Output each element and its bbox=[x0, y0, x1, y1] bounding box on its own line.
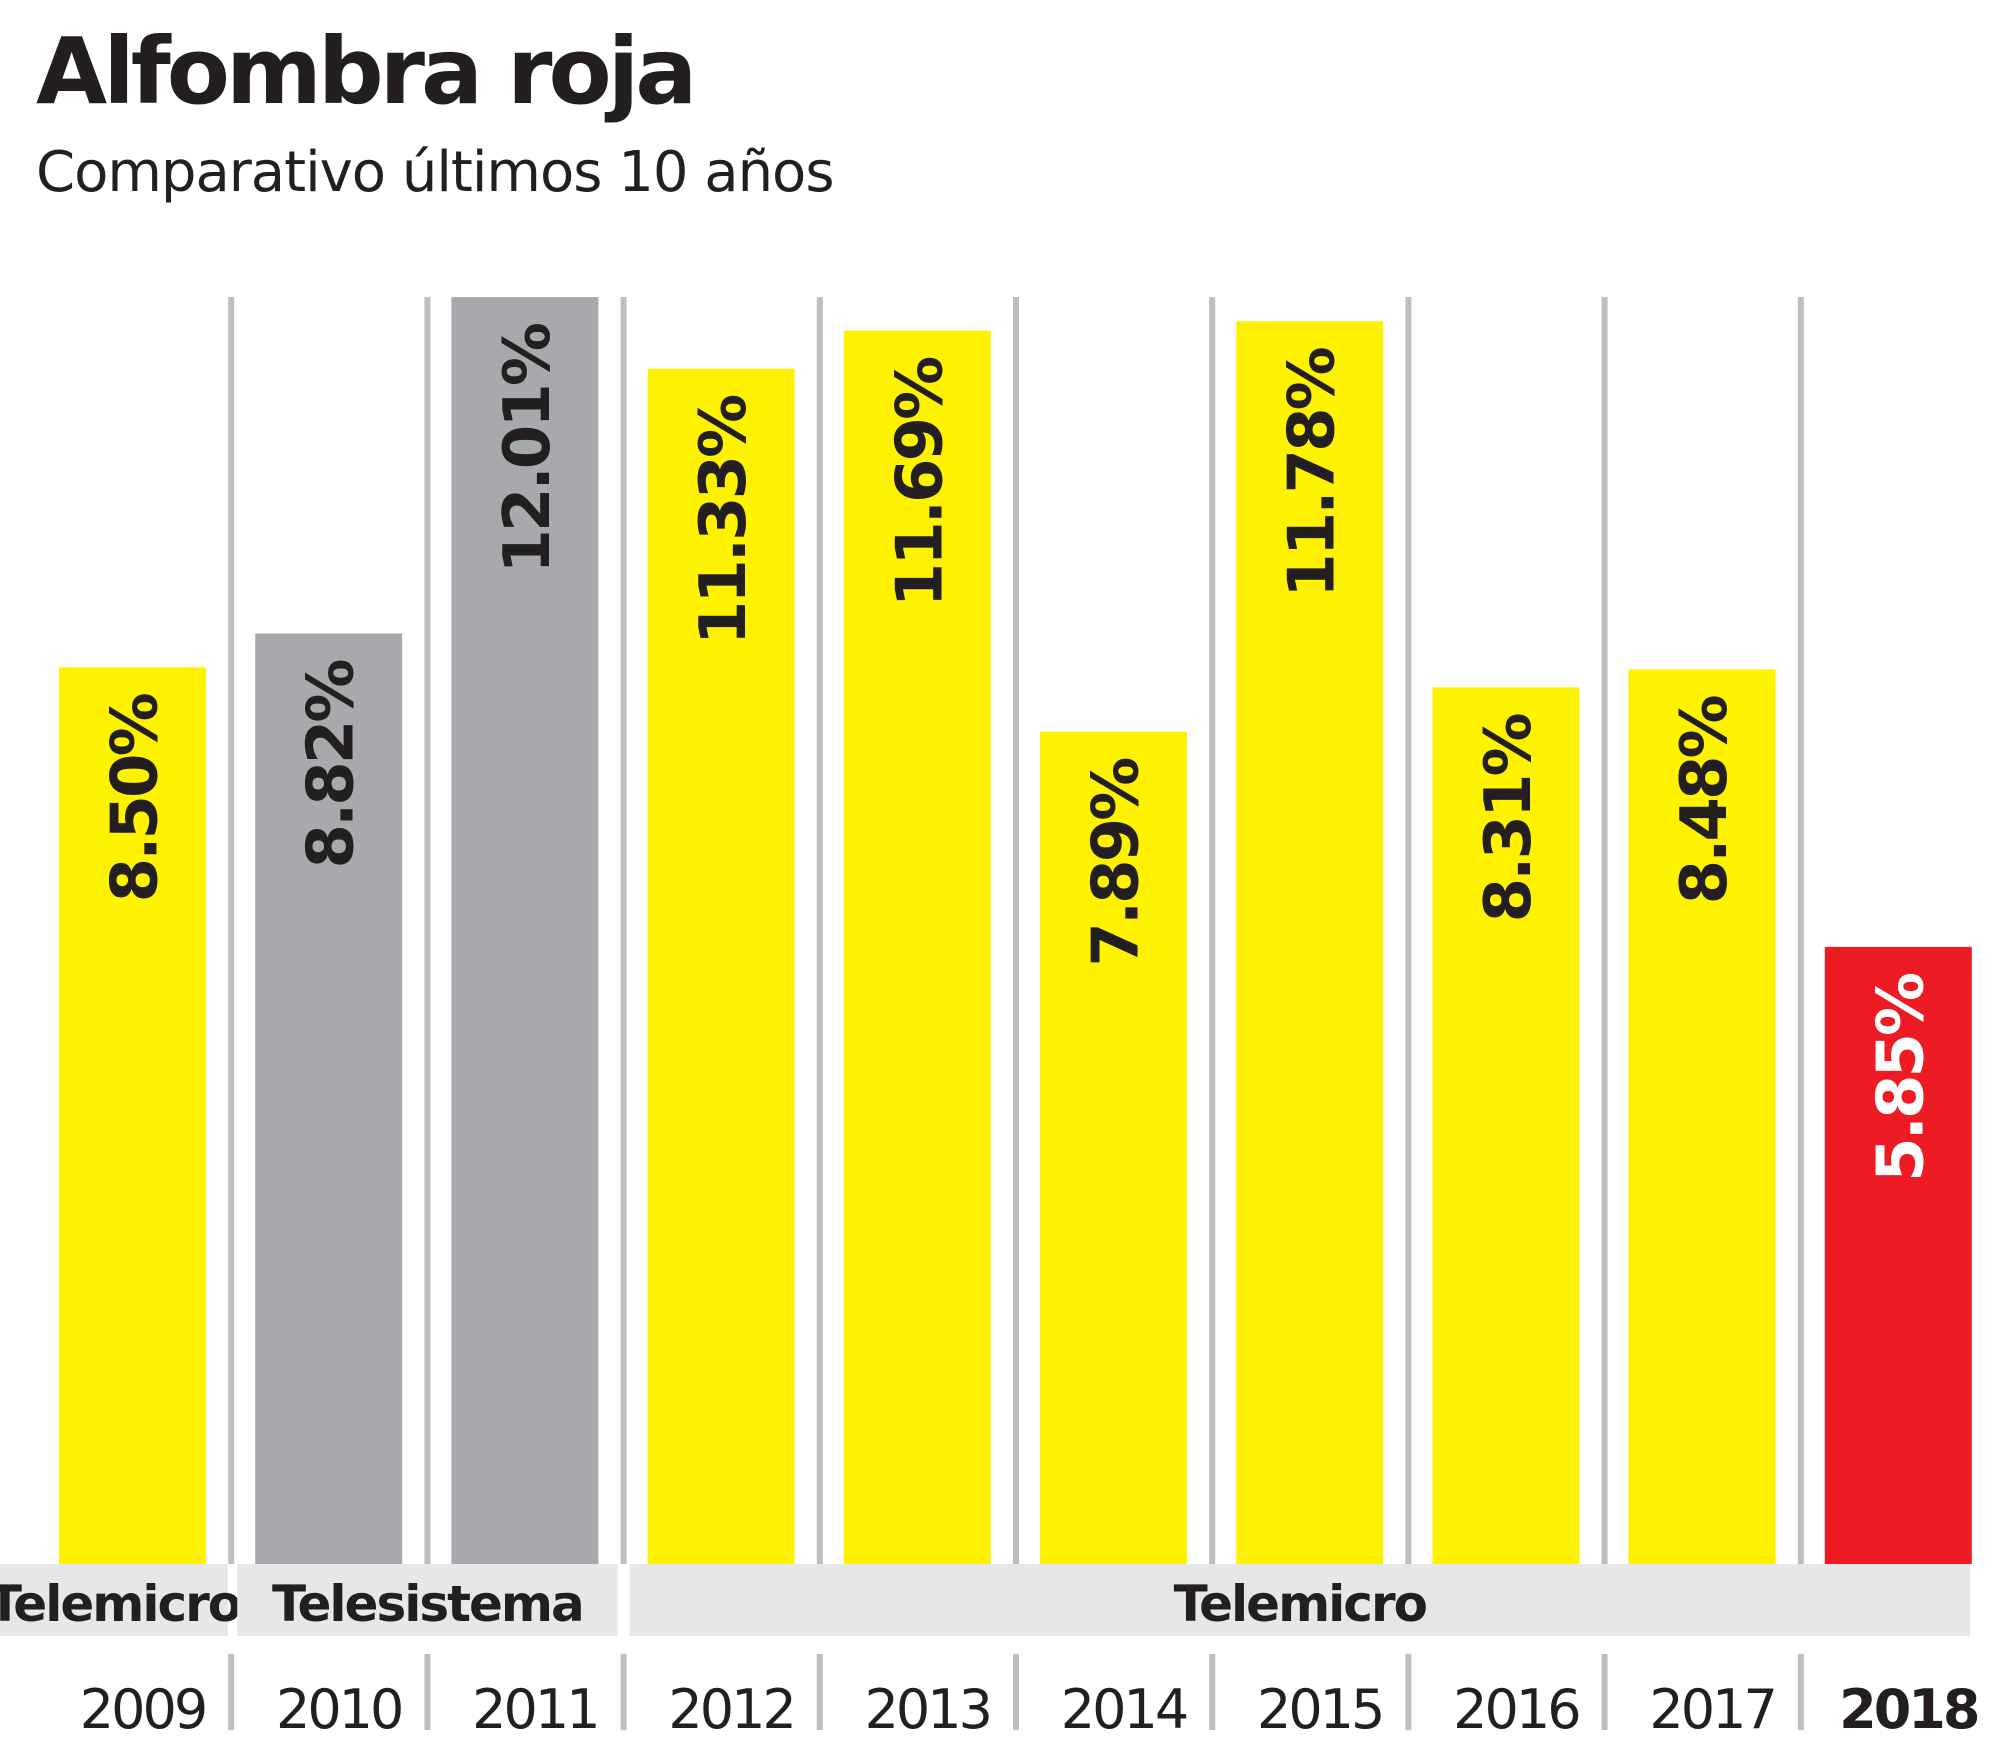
year-label: 2016 bbox=[1453, 1678, 1578, 1741]
divider-line bbox=[424, 297, 431, 1564]
divider-tick bbox=[1209, 1654, 1216, 1730]
bar-2012 bbox=[647, 368, 795, 1565]
bar-2011 bbox=[451, 297, 599, 1564]
data-label: 12.01% bbox=[491, 323, 565, 573]
data-label: 8.82% bbox=[295, 660, 369, 869]
bar-2010 bbox=[255, 633, 403, 1564]
bar-2017 bbox=[1628, 669, 1776, 1564]
divider-line bbox=[1209, 297, 1216, 1564]
group-band bbox=[629, 1564, 1970, 1636]
group-band bbox=[237, 1564, 618, 1636]
chart-subtitle: Comparativo últimos 10 años bbox=[36, 140, 834, 205]
divider-line bbox=[620, 297, 627, 1564]
group-label: Telemicro bbox=[1174, 1575, 1427, 1633]
year-label: 2011 bbox=[472, 1678, 597, 1741]
bar-2015 bbox=[1236, 321, 1384, 1565]
year-label: 2013 bbox=[865, 1678, 990, 1741]
data-label: 8.50% bbox=[99, 693, 173, 902]
divider-tick bbox=[1405, 1654, 1412, 1730]
divider-line bbox=[1405, 297, 1412, 1564]
divider-tick bbox=[1013, 1654, 1019, 1730]
data-label: 11.78% bbox=[1276, 347, 1350, 597]
divider-line bbox=[1797, 297, 1804, 1564]
bar-2018 bbox=[1824, 946, 1972, 1564]
year-label: 2018 bbox=[1839, 1678, 1978, 1741]
divider-tick bbox=[1601, 1654, 1608, 1730]
divider-line bbox=[1013, 297, 1019, 1564]
data-label: 8.31% bbox=[1472, 713, 1546, 922]
bar-2014 bbox=[1040, 731, 1187, 1564]
group-band bbox=[0, 1564, 228, 1636]
chart-title: Alfombra roja bbox=[36, 18, 697, 125]
divider-line bbox=[1601, 297, 1608, 1564]
data-label: 5.85% bbox=[1864, 973, 1938, 1182]
divider-line bbox=[816, 297, 823, 1564]
bar-2013 bbox=[843, 330, 991, 1564]
data-label: 7.89% bbox=[1080, 758, 1154, 967]
data-label: 11.33% bbox=[687, 395, 761, 645]
year-label: 2009 bbox=[80, 1678, 205, 1741]
data-label: 8.48% bbox=[1668, 696, 1742, 905]
group-label: Telemicro bbox=[0, 1575, 241, 1633]
divider-tick bbox=[424, 1654, 431, 1730]
bar-2009 bbox=[59, 667, 206, 1564]
year-label: 2012 bbox=[668, 1678, 793, 1741]
year-label: 2017 bbox=[1649, 1678, 1774, 1741]
bar-2016 bbox=[1432, 687, 1580, 1564]
year-label: 2010 bbox=[276, 1678, 401, 1741]
data-label: 11.69% bbox=[883, 357, 957, 607]
group-label: Telesistema bbox=[272, 1575, 583, 1633]
divider-tick bbox=[620, 1654, 627, 1730]
divider-line bbox=[228, 297, 235, 1564]
divider-tick bbox=[228, 1654, 235, 1730]
year-label: 2015 bbox=[1257, 1678, 1382, 1741]
year-label: 2014 bbox=[1061, 1678, 1187, 1741]
divider-tick bbox=[1797, 1654, 1804, 1730]
divider-tick bbox=[816, 1654, 823, 1730]
